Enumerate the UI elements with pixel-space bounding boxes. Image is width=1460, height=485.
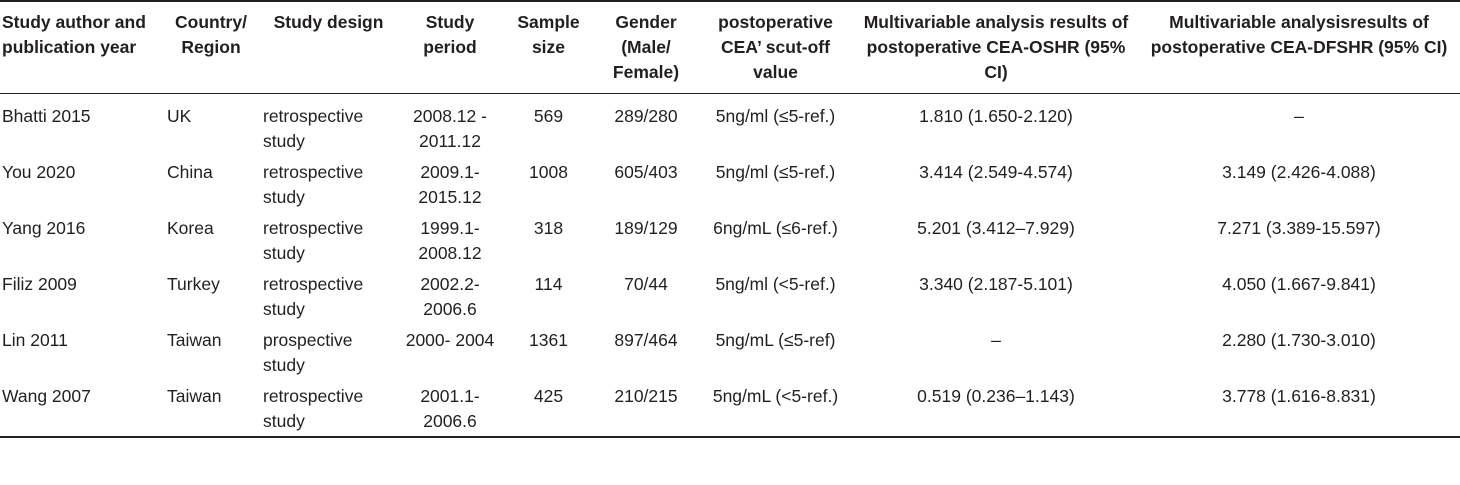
cell-period: 2000- 2004 — [405, 330, 495, 350]
cell-cutoff: 5ng/ml (≤5-ref.) — [715, 162, 836, 182]
study-characteristics-table: Study author and publication year Countr… — [0, 1, 1460, 437]
cell-design: retrospective study — [263, 218, 364, 263]
header-sample: Sample size — [517, 12, 580, 57]
cell-os-hr: 3.340 (2.187-5.101) — [919, 274, 1073, 294]
cell-os-hr: 0.519 (0.236–1.143) — [917, 386, 1075, 406]
table-header: Study author and publication year Countr… — [0, 1, 1460, 94]
cell-author: Filiz 2009 — [2, 274, 77, 294]
cell-design: retrospective study — [263, 106, 364, 151]
header-country: Country/ Region — [175, 12, 247, 57]
cell-author: Wang 2007 — [2, 386, 91, 406]
header-row: Study author and publication year Countr… — [0, 1, 1460, 94]
cell-period: 2001.1- 2006.6 — [420, 386, 480, 431]
table-row: Yang 2016 Korea retrospective study 1999… — [0, 212, 1460, 268]
cell-period: 2002.2- 2006.6 — [420, 274, 480, 319]
cell-sample: 569 — [533, 106, 564, 126]
cell-country: Turkey — [167, 274, 220, 294]
cell-gender: 189/129 — [614, 218, 678, 238]
cell-gender: 897/464 — [614, 330, 678, 350]
cell-sample: 1008 — [529, 162, 568, 182]
cell-cutoff: 5ng/ml (≤5-ref.) — [715, 106, 836, 126]
table-row: Lin 2011 Taiwan prospective study 2000- … — [0, 324, 1460, 380]
cell-author: You 2020 — [2, 162, 76, 182]
cell-gender: 289/280 — [614, 106, 678, 126]
cell-design: prospective study — [263, 330, 353, 375]
cell-gender: 210/215 — [614, 386, 678, 406]
cell-os-hr: 5.201 (3.412–7.929) — [917, 218, 1075, 238]
cell-dfs-hr: 2.280 (1.730-3.010) — [1222, 330, 1376, 350]
table-row: You 2020 China retrospective study 2009.… — [0, 156, 1460, 212]
cell-dfs-hr: 7.271 (3.389-15.597) — [1217, 218, 1381, 238]
cell-cutoff: 5ng/mL (<5-ref.) — [712, 386, 839, 406]
cell-period: 2009.1- 2015.12 — [418, 162, 482, 207]
header-design: Study design — [273, 12, 384, 32]
cell-design: retrospective study — [263, 386, 364, 431]
cell-dfs-hr: 4.050 (1.667-9.841) — [1222, 274, 1376, 294]
cell-period: 2008.12 - 2011.12 — [413, 106, 487, 151]
header-author: Study author and publication year — [2, 12, 146, 57]
cell-dfs-hr: – — [1294, 106, 1304, 126]
cell-dfs-hr: 3.149 (2.426-4.088) — [1222, 162, 1376, 182]
cell-os-hr: – — [991, 330, 1001, 350]
cell-cutoff: 5ng/ml (<5-ref.) — [715, 274, 836, 294]
cell-sample: 318 — [533, 218, 564, 238]
cell-sample: 1361 — [529, 330, 568, 350]
cell-gender: 70/44 — [624, 274, 668, 294]
cell-design: retrospective study — [263, 274, 364, 319]
cell-country: UK — [167, 106, 192, 126]
cell-period: 1999.1- 2008.12 — [418, 218, 482, 263]
cell-country: China — [167, 162, 213, 182]
cell-os-hr: 1.810 (1.650-2.120) — [919, 106, 1073, 126]
cell-country: Korea — [167, 218, 214, 238]
table-row: Wang 2007 Taiwan retrospective study 200… — [0, 380, 1460, 437]
cell-country: Taiwan — [167, 386, 222, 406]
cell-design: retrospective study — [263, 162, 364, 207]
cell-author: Lin 2011 — [2, 330, 68, 350]
cell-os-hr: 3.414 (2.549-4.574) — [919, 162, 1073, 182]
header-cutoff: postoperative CEA’ scut-off value — [718, 12, 833, 82]
cell-cutoff: 6ng/mL (≤6-ref.) — [713, 218, 838, 238]
cell-author: Bhatti 2015 — [2, 106, 91, 126]
table-row: Filiz 2009 Turkey retrospective study 20… — [0, 268, 1460, 324]
cell-sample: 114 — [534, 274, 563, 294]
table-body: Bhatti 2015 UK retrospective study 2008.… — [0, 94, 1460, 437]
header-dfs-hr: Multivariable analysisresults of postope… — [1150, 12, 1448, 57]
header-os-hr: Multivariable analysis results of postop… — [863, 12, 1129, 82]
cell-author: Yang 2016 — [2, 218, 86, 238]
cell-country: Taiwan — [167, 330, 222, 350]
cell-dfs-hr: 3.778 (1.616-8.831) — [1222, 386, 1376, 406]
table-row: Bhatti 2015 UK retrospective study 2008.… — [0, 94, 1460, 157]
cell-cutoff: 5ng/mL (≤5-ref) — [715, 330, 836, 350]
cell-gender: 605/403 — [614, 162, 678, 182]
study-characteristics-table-container: Study author and publication year Countr… — [0, 1, 1460, 437]
header-gender: Gender (Male/ Female) — [612, 12, 680, 82]
header-period: Study period — [423, 12, 477, 57]
cell-sample: 425 — [533, 386, 564, 406]
